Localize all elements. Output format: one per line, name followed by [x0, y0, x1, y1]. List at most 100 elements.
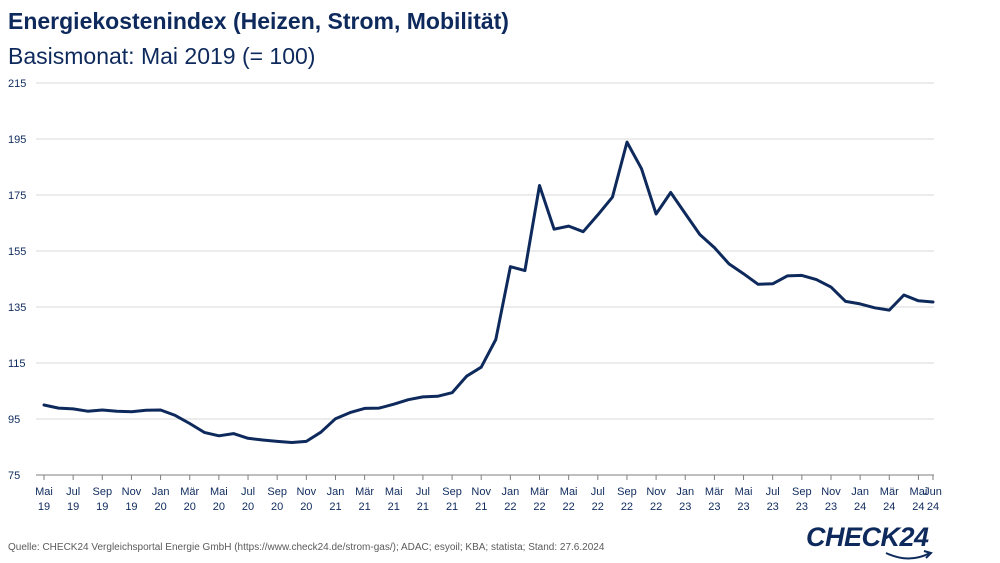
data-point — [334, 417, 337, 420]
x-tick-label-month: Jul — [591, 486, 605, 498]
data-point — [538, 184, 541, 187]
x-tick-label-year: 22 — [533, 501, 545, 513]
data-point — [815, 278, 818, 281]
x-tick-label-month: Nov — [471, 486, 491, 498]
data-point — [713, 246, 716, 249]
data-point — [567, 224, 570, 228]
data-point — [246, 437, 250, 440]
x-tick-label-year: 21 — [446, 501, 458, 513]
x-tick-label-month: Nov — [122, 486, 142, 498]
x-tick-label-year: 20 — [300, 501, 312, 513]
x-tick-label-month: Mai — [35, 486, 53, 498]
data-point — [931, 300, 935, 304]
x-tick-label-month: Jun — [924, 486, 942, 498]
data-point — [232, 432, 235, 435]
x-tick-label-year: 24 — [912, 501, 924, 513]
x-tick-label-year: 23 — [708, 501, 720, 513]
x-tick-label-year: 19 — [67, 501, 79, 513]
y-tick-label: 95 — [8, 414, 20, 426]
data-point — [203, 431, 206, 434]
data-point — [261, 438, 264, 442]
x-tick-label-year: 23 — [767, 501, 779, 513]
x-tick-label-month: Jan — [851, 486, 869, 498]
x-tick-label-year: 19 — [125, 501, 137, 513]
x-tick-label-month: Jan — [501, 486, 519, 498]
data-point — [698, 233, 702, 236]
x-tick-label-month: Sep — [442, 486, 462, 498]
x-tick-label-month: Mär — [180, 486, 199, 498]
data-point — [217, 434, 221, 437]
data-point — [450, 391, 454, 394]
x-tick-label-month: Nov — [821, 486, 841, 498]
x-tick-label-month: Mai — [910, 486, 928, 498]
data-point — [756, 283, 760, 286]
x-tick-label-month: Sep — [617, 486, 637, 498]
data-point — [640, 167, 643, 170]
x-tick-label-year: 19 — [38, 501, 50, 513]
data-point — [377, 406, 381, 410]
logo-swoosh-icon — [885, 550, 933, 560]
x-tick-label-year: 20 — [271, 501, 283, 513]
data-point — [888, 308, 891, 312]
x-tick-label-year: 23 — [796, 501, 808, 513]
y-tick-label: 215 — [8, 78, 26, 90]
source-note: Quelle: CHECK24 Vergleichsportal Energie… — [8, 542, 605, 553]
x-tick-label-month: Mai — [735, 486, 753, 498]
data-point — [523, 269, 527, 272]
x-tick-label-month: Jul — [416, 486, 430, 498]
x-tick-label-month: Mai — [560, 486, 578, 498]
data-point — [188, 422, 191, 425]
x-tick-label-year: 20 — [154, 501, 166, 513]
x-tick-label-month: Mär — [880, 486, 899, 498]
data-point — [684, 212, 687, 215]
y-tick-label: 75 — [8, 470, 20, 482]
x-tick-label-month: Sep — [267, 486, 287, 498]
data-point — [115, 409, 119, 413]
x-tick-label-year: 23 — [825, 501, 837, 513]
x-tick-label-year: 21 — [329, 501, 341, 513]
data-point — [465, 374, 468, 378]
chart-subtitle: Basismonat: Mai 2019 (= 100) — [8, 43, 316, 69]
data-point — [144, 409, 148, 412]
data-point — [392, 402, 395, 406]
x-tick-label-month: Jan — [327, 486, 345, 498]
x-tick-label-month: Nov — [297, 486, 317, 498]
data-point — [494, 338, 497, 341]
x-tick-label-year: 21 — [417, 501, 429, 513]
x-tick-label-month: Mär — [705, 486, 724, 498]
y-tick-label: 175 — [8, 190, 26, 202]
data-point — [57, 406, 60, 410]
x-tick-label-year: 22 — [563, 501, 575, 513]
x-tick-label-month: Nov — [646, 486, 666, 498]
data-point — [902, 293, 906, 297]
x-tick-label-month: Mai — [385, 486, 403, 498]
x-tick-label-year: 24 — [883, 501, 895, 513]
x-tick-label-year: 21 — [388, 501, 400, 513]
data-point — [436, 395, 439, 398]
x-tick-label-year: 24 — [927, 501, 939, 513]
data-point — [101, 408, 104, 412]
y-tick-label: 155 — [8, 246, 26, 258]
y-tick-label: 195 — [8, 134, 26, 146]
x-tick-label-year: 20 — [184, 501, 196, 513]
x-tick-label-month: Jul — [66, 486, 80, 498]
data-point — [305, 440, 308, 443]
data-point — [509, 265, 512, 268]
data-point — [173, 414, 177, 417]
x-tick-label-month: Mär — [355, 486, 374, 498]
data-point — [130, 410, 133, 413]
x-tick-label-month: Jul — [766, 486, 780, 498]
data-point — [800, 274, 804, 277]
data-point — [654, 212, 658, 216]
data-point — [290, 441, 293, 444]
data-point — [86, 409, 89, 413]
data-point — [319, 430, 323, 434]
data-point — [480, 366, 483, 369]
x-tick-label-year: 20 — [213, 501, 225, 513]
x-tick-label-month: Mär — [530, 486, 549, 498]
data-point — [669, 191, 672, 194]
x-tick-label-year: 22 — [504, 501, 516, 513]
x-tick-label-year: 22 — [592, 501, 604, 513]
data-point — [582, 230, 585, 233]
